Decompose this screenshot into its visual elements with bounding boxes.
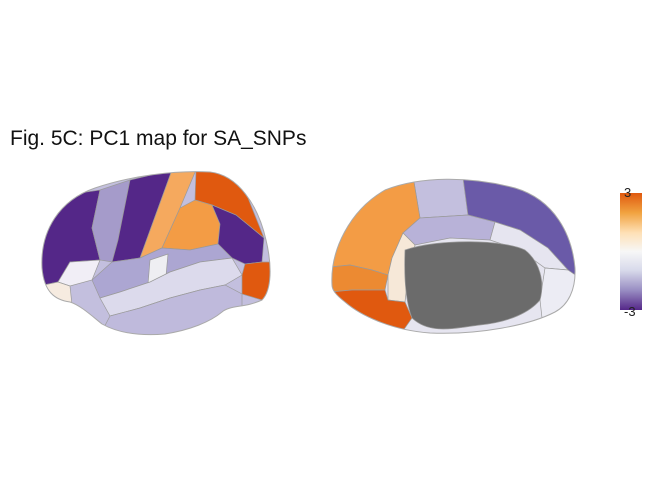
lateral-lateral-occipital bbox=[241, 261, 271, 301]
lateral-view bbox=[41, 171, 271, 335]
lateral-pars-orbitalis bbox=[57, 259, 101, 287]
colorbar bbox=[620, 193, 642, 310]
medial-outline bbox=[331, 178, 576, 334]
lateral-outline bbox=[41, 171, 271, 336]
medial-unknown-wall bbox=[404, 241, 543, 330]
colorbar-max-label: 3 bbox=[624, 185, 632, 200]
medial-view bbox=[331, 179, 576, 334]
medial-pericalcarine bbox=[539, 267, 576, 334]
medial-superior-frontal bbox=[411, 179, 469, 219]
colorbar-min-label: -3 bbox=[624, 304, 636, 319]
figure-title: Fig. 5C: PC1 map for SA_SNPs bbox=[10, 127, 307, 150]
